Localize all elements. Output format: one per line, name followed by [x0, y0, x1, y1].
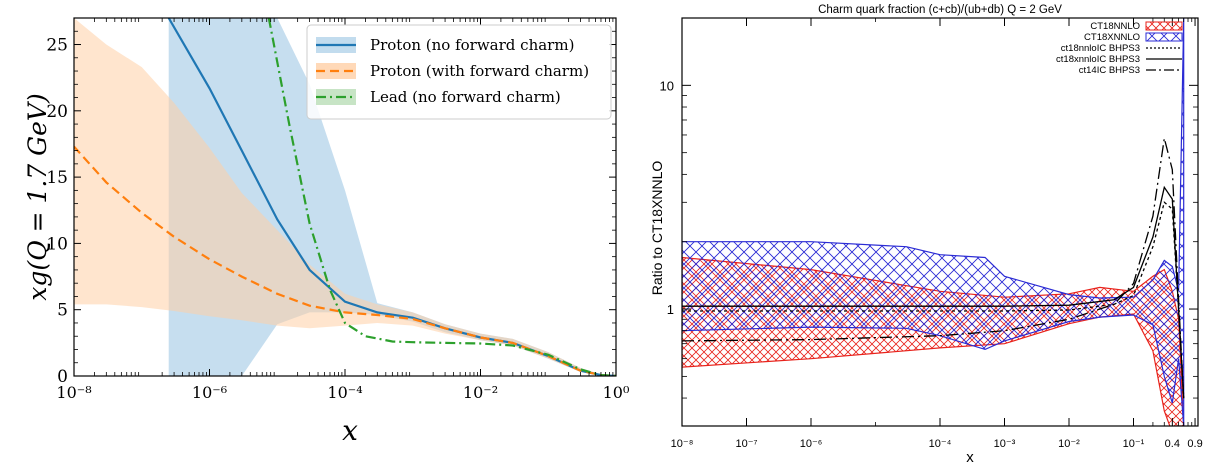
left-y-tick-label: 0 — [57, 367, 68, 387]
right-x-tick-label: 10⁻⁸ — [671, 438, 694, 450]
right-legend-label: ct14IC BHPS3 — [1079, 65, 1140, 76]
right-plot-frame — [681, 17, 1199, 427]
right-x-tick-label: 0.9 — [1187, 438, 1202, 450]
left-legend: Proton (no forward charm) Proton (with fo… — [306, 24, 612, 120]
left-x-tick-label: 10⁰ — [603, 383, 630, 402]
right-series-line-0 — [682, 201, 1185, 399]
right-x-axis-label: x — [966, 449, 974, 463]
right-legend-label: CT18XNNLO — [1084, 32, 1140, 43]
left-series-line-0 — [167, 18, 616, 376]
left-legend-label: Proton (with forward charm) — [370, 62, 589, 80]
right-x-tick-label: 0.4 — [1165, 438, 1180, 450]
left-y-axis-label: xg(Q = 1.7 GeV) — [23, 93, 52, 300]
right-y-axis-label: Ratio to CT18XNNLO — [649, 161, 665, 296]
right-y-tick-label: 1 — [667, 302, 674, 317]
left-y-tick-label: 20 — [46, 102, 68, 122]
left-series-line-2 — [267, 18, 616, 376]
left-y-tick-label: 15 — [46, 168, 68, 188]
right-x-tick-label: 10⁻⁴ — [929, 438, 952, 450]
right-legend-swatch — [1145, 32, 1183, 42]
right-chart: Charm quark fraction (c+cb)/(ub+db) Q = … — [649, 4, 1203, 463]
left-x-axis-label: x — [342, 414, 358, 447]
left-x-tick-label: 10⁻⁴ — [327, 383, 362, 402]
left-y-tick-label: 10 — [46, 234, 68, 254]
left-x-tick-label: 10⁻⁸ — [56, 383, 91, 402]
right-legend-label: CT18NNLO — [1090, 21, 1140, 32]
right-x-tick-label: 10⁻⁷ — [735, 438, 757, 450]
right-legend-swatch — [1145, 21, 1183, 31]
left-legend-box — [306, 24, 612, 120]
right-y-tick-label: 10 — [660, 78, 674, 93]
right-x-tick-label: 10⁻³ — [994, 438, 1016, 450]
right-band-1 — [682, 18, 1185, 426]
right-series-line-2 — [682, 138, 1185, 399]
right-x-tick-label: 10⁻¹ — [1123, 438, 1145, 450]
left-x-tick-label: 10⁻² — [463, 383, 498, 402]
left-series-line-1 — [74, 145, 616, 376]
right-legend-label: ct18xnnloIC BHPS3 — [1056, 54, 1140, 65]
right-legend-label: ct18nnloIC BHPS3 — [1061, 43, 1140, 54]
right-x-tick-label: 10⁻⁶ — [800, 438, 823, 450]
left-legend-label: Lead (no forward charm) — [370, 88, 561, 106]
left-x-tick-label: 10⁻⁶ — [192, 383, 227, 402]
right-x-tick-label: 10⁻² — [1058, 438, 1080, 450]
left-band-1 — [74, 18, 616, 376]
left-y-tick-label: 5 — [57, 301, 68, 321]
right-chart-title: Charm quark fraction (c+cb)/(ub+db) Q = … — [818, 4, 1062, 16]
left-y-tick-label: 25 — [46, 36, 68, 56]
left-chart: 10⁻⁸ 10⁻⁶ 10⁻⁴ 10⁻² 10⁰ 0 5 10 15 20 25 x xg(Q = 1… — [23, 17, 630, 447]
left-legend-label: Proton (no forward charm) — [370, 36, 574, 54]
